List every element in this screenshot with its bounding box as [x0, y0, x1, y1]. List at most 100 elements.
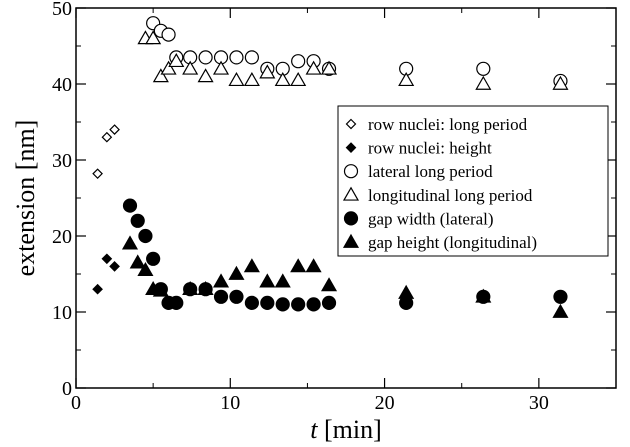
data-point	[161, 27, 176, 42]
data-point	[92, 168, 103, 180]
legend-label: gap width (lateral)	[368, 209, 494, 228]
data-point	[182, 280, 199, 296]
data-point	[92, 283, 103, 295]
data-point	[320, 277, 338, 292]
x-tick-label: 30	[529, 392, 549, 414]
x-axis-title-italic: t	[310, 415, 318, 444]
data-point	[320, 60, 338, 75]
data-point	[274, 273, 291, 288]
data-point	[145, 30, 162, 45]
y-tick-label: 10	[52, 302, 72, 324]
legend-marker	[342, 233, 360, 248]
data-point	[228, 71, 245, 87]
legend-entry: longitudinal long period	[342, 186, 533, 205]
data-point	[553, 289, 568, 304]
data-point	[244, 295, 259, 310]
data-point	[321, 295, 337, 310]
legend-label: row nuclei: height	[368, 139, 492, 158]
data-point	[259, 273, 276, 288]
data-point	[146, 251, 161, 266]
data-point	[197, 68, 214, 83]
data-point	[260, 295, 275, 310]
legend-entry: row nuclei: long period	[345, 115, 528, 134]
data-point	[138, 228, 153, 244]
data-point	[122, 198, 138, 213]
data-point	[290, 258, 307, 273]
legend-marker	[343, 164, 359, 179]
x-tick-label: 10	[220, 392, 240, 414]
data-point	[109, 261, 120, 272]
legend-label: row nuclei: long period	[368, 115, 528, 134]
legend-entry: lateral long period	[343, 162, 493, 181]
x-axis-title: t [min]	[310, 415, 382, 444]
data-point	[198, 50, 213, 65]
legend-entry: gap height (longitudinal)	[342, 233, 537, 252]
legend-marker	[343, 211, 359, 226]
x-tick-label: 0	[71, 392, 81, 414]
data-point	[290, 71, 307, 87]
data-point	[398, 284, 415, 299]
data-point	[475, 75, 492, 90]
legend-box	[337, 105, 609, 257]
data-point	[129, 254, 146, 269]
data-point	[306, 297, 321, 312]
data-point	[137, 261, 154, 277]
y-tick-label: 20	[52, 226, 72, 248]
data-point	[552, 75, 569, 90]
data-point	[152, 68, 169, 83]
y-tick-label: 50	[52, 0, 72, 20]
data-point	[274, 71, 291, 87]
data-point	[305, 60, 322, 75]
data-point	[243, 258, 260, 273]
data-point	[212, 60, 230, 75]
legend-marker	[342, 186, 360, 201]
data-point	[197, 280, 214, 296]
data-point	[398, 71, 415, 87]
y-tick-label: 40	[52, 74, 72, 96]
legend-marker	[345, 118, 357, 130]
data-point	[275, 297, 290, 312]
data-point	[291, 54, 306, 69]
legend-marker	[345, 142, 357, 153]
x-tick-label: 20	[375, 392, 395, 414]
data-point	[476, 61, 491, 76]
legend-label: lateral long period	[368, 162, 493, 181]
data-point	[228, 265, 245, 280]
data-marks	[92, 16, 569, 318]
data-point	[160, 60, 177, 75]
series-6	[121, 235, 569, 318]
data-point	[101, 253, 113, 265]
data-point	[305, 258, 322, 273]
series-4	[137, 30, 569, 90]
data-point	[182, 60, 199, 75]
legend-entry: row nuclei: height	[345, 139, 492, 158]
axis-ticks: 0 10 20 30 0 10 20 30 40 50	[52, 0, 616, 414]
data-point	[229, 50, 244, 65]
legend: row nuclei: long period row nuclei: heigh…	[337, 105, 609, 257]
y-axis-title: extension [nm]	[11, 120, 40, 277]
data-point	[168, 52, 185, 68]
data-point	[169, 295, 184, 310]
y-tick-label: 0	[62, 378, 72, 400]
data-point	[243, 71, 260, 87]
legend-entry: gap width (lateral)	[343, 209, 494, 228]
data-point	[213, 289, 229, 304]
data-point	[244, 50, 259, 65]
series-2	[92, 253, 120, 295]
data-point	[152, 282, 169, 297]
data-point	[259, 64, 276, 79]
data-point	[291, 297, 306, 312]
data-point	[130, 213, 145, 228]
series-3	[146, 16, 568, 89]
data-point	[475, 288, 492, 303]
legend-label: longitudinal long period	[368, 186, 533, 205]
data-point	[229, 289, 244, 304]
data-point	[212, 273, 230, 288]
x-axis-title-unit: [min]	[317, 415, 381, 444]
data-point	[101, 131, 113, 143]
legend-label: gap height (longitudinal)	[368, 233, 537, 252]
series-1	[92, 124, 120, 180]
data-point	[552, 303, 569, 318]
data-point	[121, 235, 139, 250]
